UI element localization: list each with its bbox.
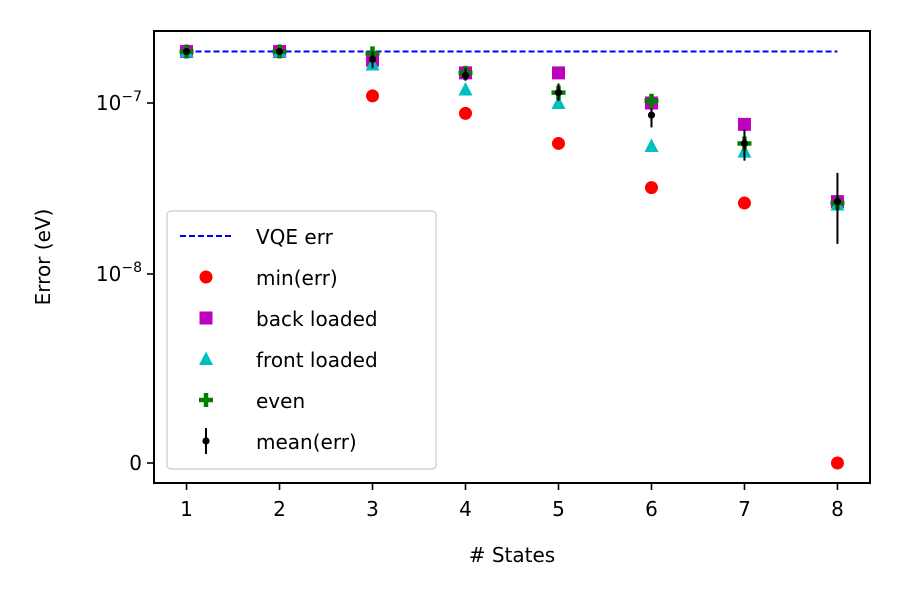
data-point — [644, 93, 659, 108]
legend-label-vqe-err: VQE err — [256, 225, 334, 249]
legend-marker-mean-err- — [202, 437, 210, 445]
legend-marker-back-loaded — [199, 311, 213, 325]
legend-marker-min-err- — [199, 270, 213, 284]
x-tick-label: 4 — [459, 497, 472, 521]
x-tick-label: 6 — [645, 497, 658, 521]
data-point — [833, 198, 842, 206]
data-point — [647, 111, 656, 119]
data-point — [737, 196, 751, 210]
legend-markers — [180, 235, 232, 454]
data-point — [644, 138, 659, 153]
data-point — [275, 47, 284, 56]
series-mean-err- — [182, 47, 842, 244]
y-tick-label: 0 — [129, 451, 142, 475]
data-point — [368, 55, 377, 63]
x-tick-label: 5 — [552, 497, 565, 521]
ticks-layer: 1 2 3 4 5 6 7 8 0 10−8 10−7 — [96, 89, 844, 521]
legend-box — [166, 210, 437, 470]
x-tick-label: 7 — [738, 497, 751, 521]
data-point — [737, 117, 751, 131]
legend-marker-even — [199, 393, 213, 407]
data-point — [551, 95, 566, 109]
x-axis-label: # States — [469, 543, 555, 567]
y-tick-label: 10−8 — [96, 260, 142, 286]
data-point — [740, 139, 749, 148]
x-tick-label: 2 — [273, 497, 286, 521]
x-tick-label: 8 — [831, 497, 844, 521]
marks-layer — [179, 44, 845, 470]
data-point — [366, 89, 380, 103]
data-point — [182, 47, 191, 56]
legend-label-back-loaded: back loaded — [256, 307, 378, 331]
data-point — [551, 136, 565, 150]
legend-label-mean-err: mean(err) — [256, 430, 357, 454]
data-point — [459, 106, 473, 120]
legend-label-even: even — [256, 389, 305, 413]
plot-frame — [153, 30, 871, 484]
legend-label-min-err: min(err) — [256, 266, 338, 290]
x-tick-label: 1 — [180, 497, 193, 521]
legend-marker-front-loaded — [199, 351, 213, 365]
data-point — [461, 71, 470, 80]
data-point — [830, 456, 844, 470]
data-point — [458, 81, 473, 96]
data-point — [551, 66, 565, 80]
data-point — [554, 89, 563, 97]
y-axis-label: Error (eV) — [31, 209, 55, 306]
legend: VQE err min(err) back loaded front loade… — [166, 210, 437, 470]
legend-label-front-loaded: front loaded — [256, 348, 378, 372]
y-tick-label: 10−7 — [96, 89, 142, 115]
x-tick-label: 3 — [366, 497, 379, 521]
data-point — [644, 181, 658, 195]
